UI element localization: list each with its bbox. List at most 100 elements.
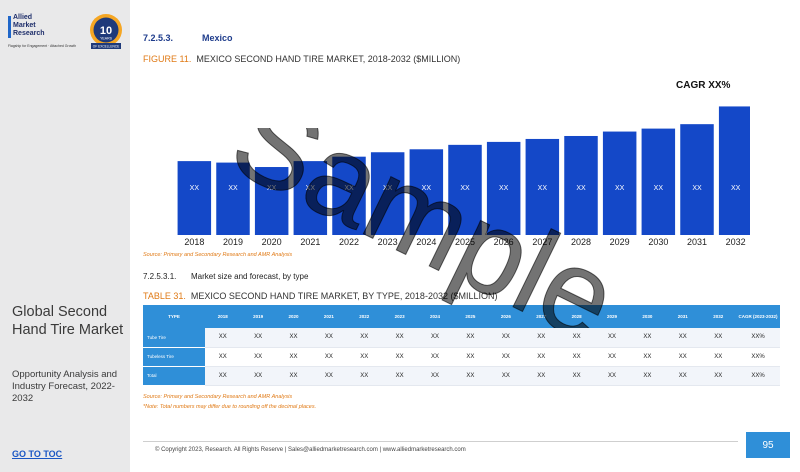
- logo-bar-icon: [8, 16, 11, 38]
- table-cell: XX: [205, 347, 241, 367]
- table-cell: XX: [346, 347, 382, 367]
- x-tick-2024: 2024: [416, 237, 436, 247]
- footer-copyright: © Copyright 2023, Research. All Rights R…: [155, 447, 466, 453]
- table-cell: XX: [275, 328, 312, 348]
- table-header-cell: 2029: [594, 305, 630, 328]
- x-tick-2018: 2018: [184, 237, 204, 247]
- table-cell: XX: [275, 366, 312, 386]
- logo-line-2: Market: [13, 22, 36, 29]
- table-cell: XX: [665, 347, 701, 367]
- bar-2019: [216, 162, 250, 235]
- data-label-2022: XX: [344, 185, 354, 192]
- table-header-cell: CAGR (2023-2032): [736, 305, 780, 328]
- footer-divider: [143, 441, 738, 442]
- table-header-cell: 2024: [417, 305, 453, 328]
- table-caption: TABLE 31. MEXICO SECOND HAND TIRE MARKET…: [143, 291, 497, 301]
- table-header-row: TYPE 2018 2019 2020 2021 2022 2023 2024 2025 2026…: [143, 305, 780, 328]
- data-label-2018: XX: [190, 185, 200, 192]
- report-title: Global Second Hand Tire Market: [12, 304, 124, 338]
- table-cell: XX: [594, 366, 630, 386]
- table-row: Total XX XX XX XX XX XX XX XX XX XX XX XX XX XX XX XX%: [143, 366, 780, 386]
- bar-2030: [641, 128, 676, 235]
- table-cell: XX: [488, 366, 524, 386]
- bar-2027: [525, 138, 560, 235]
- table-row: Tubeless Tire XX XX XX XX XX XX XX XX XX XX XX XX XX X…: [143, 347, 780, 367]
- table-row-label: Tube Tire: [143, 328, 205, 348]
- table-cell: XX: [346, 366, 382, 386]
- table-row-label: Tubeless Tire: [143, 347, 205, 367]
- x-tick-2022: 2022: [339, 237, 359, 247]
- table-cell: XX: [417, 347, 453, 367]
- bar-2023: [370, 152, 405, 235]
- table-cell: XX: [452, 347, 489, 367]
- section-title: Mexico: [202, 33, 233, 43]
- table-cell: XX: [594, 328, 630, 348]
- table-cell: XX: [381, 366, 418, 386]
- table-cell: XX: [665, 328, 701, 348]
- logo-line-3: Research: [13, 30, 45, 37]
- x-tick-2025: 2025: [455, 237, 475, 247]
- cagr-label: CAGR XX%: [676, 80, 731, 91]
- table-cell: XX: [240, 366, 276, 386]
- bar-2028: [564, 135, 598, 235]
- table-header-cell: 2023: [381, 305, 418, 328]
- table-header-cell: 2018: [205, 305, 241, 328]
- data-label-2031: XX: [692, 185, 702, 192]
- subsection-number: 7.2.5.3.1.: [143, 272, 177, 281]
- table-cell: XX: [311, 347, 347, 367]
- data-label-2028: XX: [576, 185, 586, 192]
- table-header-cell: 2032: [700, 305, 736, 328]
- page-number: 95: [746, 432, 790, 458]
- subsection-heading: 7.2.5.3.1. Market size and forecast, by t…: [143, 272, 308, 281]
- table-cell: XX: [311, 328, 347, 348]
- report-subtitle: Opportunity Analysis and Industry Foreca…: [12, 369, 118, 404]
- bar-2025: [448, 144, 482, 235]
- table-cell: XX: [629, 366, 666, 386]
- table-header-cell: 2022: [346, 305, 382, 328]
- data-label-2030: XX: [654, 185, 664, 192]
- section-heading: 7.2.5.3. Mexico: [143, 33, 233, 43]
- table-header-cell: 2027: [523, 305, 559, 328]
- figure-caption: FIGURE 11. MEXICO SECOND HAND TIRE MARKE…: [143, 54, 460, 64]
- bar-2022: [332, 156, 366, 235]
- table-header-cell: 2030: [629, 305, 666, 328]
- table-cell: XX: [452, 366, 489, 386]
- goto-toc-link[interactable]: GO TO TOC: [12, 449, 63, 459]
- table-cell: XX: [629, 347, 666, 367]
- table-cell: XX: [488, 328, 524, 348]
- table-cell: XX: [629, 328, 666, 348]
- table-cell: XX: [205, 328, 241, 348]
- table-header-cell: 2019: [240, 305, 276, 328]
- data-label-2025: XX: [460, 185, 470, 192]
- bar-2026: [486, 141, 521, 235]
- figure-label: FIGURE 11.: [143, 54, 192, 64]
- table-cell: XX: [700, 347, 736, 367]
- badge-years: YEARS: [100, 37, 113, 41]
- data-label-2029: XX: [615, 185, 625, 192]
- table-cell: XX: [488, 347, 524, 367]
- x-tick-2021: 2021: [300, 237, 320, 247]
- table-header-cell: 2025: [452, 305, 489, 328]
- badge-ribbon: OF EXCELLENCE: [93, 45, 119, 49]
- table-cell: XX: [665, 366, 701, 386]
- x-tick-2030: 2030: [648, 237, 668, 247]
- chart-source: Source: Primary and Secondary Research a…: [143, 252, 293, 258]
- data-label-2020: XX: [267, 185, 277, 192]
- subsection-title: Market size and forecast, by type: [191, 272, 309, 281]
- table-cell: XX: [417, 366, 453, 386]
- x-tick-2026: 2026: [494, 237, 514, 247]
- x-tick-2019: 2019: [223, 237, 243, 247]
- table-cell: XX: [452, 328, 489, 348]
- bar-2020: [254, 167, 289, 235]
- x-tick-2027: 2027: [532, 237, 552, 247]
- table-cell: XX: [523, 347, 559, 367]
- table-header-cell: 2021: [311, 305, 347, 328]
- bar-2032: [718, 106, 750, 235]
- company-logo: Allied Market Research Flagship for Enga…: [8, 14, 80, 54]
- table-cell: XX%: [736, 366, 780, 386]
- x-tick-2023: 2023: [378, 237, 398, 247]
- table-body: Tube Tire XX XX XX XX XX XX XX XX XX XX XX XX XX XX XX X…: [143, 328, 780, 386]
- table-row: Tube Tire XX XX XX XX XX XX XX XX XX XX XX XX XX XX XX X…: [143, 328, 780, 348]
- table-header-cell: 2026: [488, 305, 524, 328]
- table-title: MEXICO SECOND HAND TIRE MARKET, BY TYPE,…: [190, 291, 498, 301]
